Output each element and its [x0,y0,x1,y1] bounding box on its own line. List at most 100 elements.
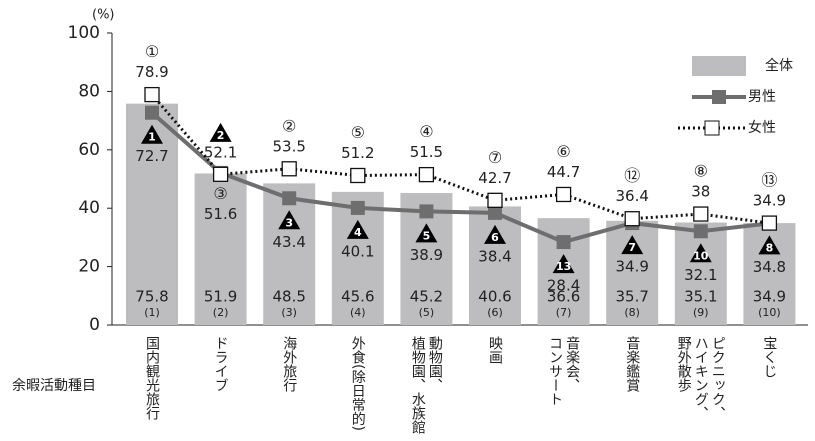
female-marker [624,211,640,227]
x-tick-label: ピクニック、 [710,336,726,420]
x-tick-label: ハイキング、 [693,336,709,420]
bar-rank-label: (1) [144,306,160,319]
male-rank-badge [346,219,369,239]
male-rank-badge [141,124,163,144]
bar-rank-label: (9) [693,306,709,319]
female-marker [144,86,160,103]
bar-value-label: 48.5 [272,288,305,306]
female-rank-label: ③ [213,184,227,203]
female-marker [212,166,229,182]
female-rank-label: ⑬ [761,171,777,190]
x-tick-label: コンサート [547,336,563,406]
legend-swatch [712,90,726,104]
male-rank-label: 8 [766,241,774,254]
bar-value-label: 45.2 [410,288,443,306]
legend-swatch [692,56,746,76]
female-marker [555,186,572,203]
bar-rank-label: (4) [350,306,366,319]
male-rank-label: 6 [491,231,499,244]
male-rank-label: 4 [354,226,362,239]
male-value-label: 32.1 [684,266,717,284]
male-marker [282,191,297,206]
male-value-label: 28.4 [547,277,580,295]
female-marker [350,167,366,184]
bar [674,222,727,325]
male-marker [488,205,502,220]
bar-value-label: 75.8 [135,288,168,306]
bar [263,183,316,325]
x-tick-label: 映画 [487,336,503,364]
bar-value-label: 51.9 [204,288,237,306]
female-marker [487,192,503,208]
y-unit: (%) [92,8,115,23]
female-value-label: 51.6 [204,205,237,223]
female-value-label: 51.2 [341,144,374,162]
male-rank-badge [209,122,232,142]
legend-label: 女性 [748,119,776,136]
male-rank-label: 7 [628,241,636,254]
y-tick-label: 0 [89,315,100,335]
bar [194,173,247,325]
male-rank-badge [415,223,438,243]
bar-value-label: 35.1 [684,288,717,306]
x-tick-label: 動物園、 [427,336,443,392]
x-tick-label: 国内観光旅行 [144,336,160,421]
female-line [150,93,770,225]
male-marker [145,105,159,120]
bar-rank-label: (2) [213,306,229,319]
female-value-label: 42.7 [478,169,511,187]
x-axis-label: 余暇活動種目 [12,377,96,394]
x-tick-label: 宝くじ [761,336,777,378]
male-rank-badge [278,210,301,230]
y-tick-label: 60 [78,140,100,160]
y-tick-label: 100 [68,23,100,43]
bar-rank-label: (8) [624,306,640,319]
legend-label: 全体 [765,57,793,74]
male-rank-badge [621,235,644,255]
male-rank-label: 13 [556,260,571,273]
bar-value-label: 34.9 [753,288,786,306]
bar-value-label: 35.7 [615,288,648,306]
male-value-label: 40.1 [341,242,374,260]
x-tick-label: 外食(除日常的) [350,336,366,431]
female-value-label: 38 [691,183,710,201]
female-rank-label: ② [282,116,296,135]
female-rank-label: ⑦ [488,148,502,167]
female-value-label: 44.7 [547,163,580,181]
bar-value-label: 36.6 [547,288,580,306]
female-rank-label: ⑫ [624,166,640,185]
female-rank-label: ⑥ [556,142,570,161]
x-tick-label: 植物園、水族館 [410,336,426,434]
y-tick-label: 20 [78,257,100,277]
male-rank-badge [552,254,575,274]
male-rank-badge [689,243,712,263]
y-tick-label: 40 [78,198,100,218]
y-tick-label: 80 [78,81,100,101]
female-value-label: 78.9 [135,63,168,81]
female-marker [418,166,435,183]
female-marker [281,161,297,177]
female-marker [761,215,778,231]
female-value-label: 53.5 [272,137,305,155]
male-rank-label: 10 [693,249,709,262]
male-line [150,111,770,245]
male-marker [556,235,571,250]
bar-value-label: 40.6 [478,288,511,306]
male-rank-badge [484,224,506,244]
male-marker [693,224,708,239]
bar-value-label: 45.6 [341,288,374,306]
x-tick-label: ドライブ [213,336,229,392]
bar-rank-label: (10) [758,306,781,319]
female-rank-label: ⑧ [694,162,708,181]
male-value-label: 52.1 [204,143,237,161]
bar-rank-label: (6) [487,306,503,319]
male-rank-badge [758,235,781,255]
male-rank-label: 3 [285,216,293,229]
male-value-label: 43.4 [272,233,305,251]
x-tick-label: 音楽鑑賞 [624,335,640,393]
female-value-label: 36.4 [615,187,648,205]
x-tick-label: 海外旅行 [281,336,297,393]
male-value-label: 34.8 [753,258,786,276]
male-rank-label: 5 [423,229,431,242]
male-rank-label: 2 [217,129,225,142]
